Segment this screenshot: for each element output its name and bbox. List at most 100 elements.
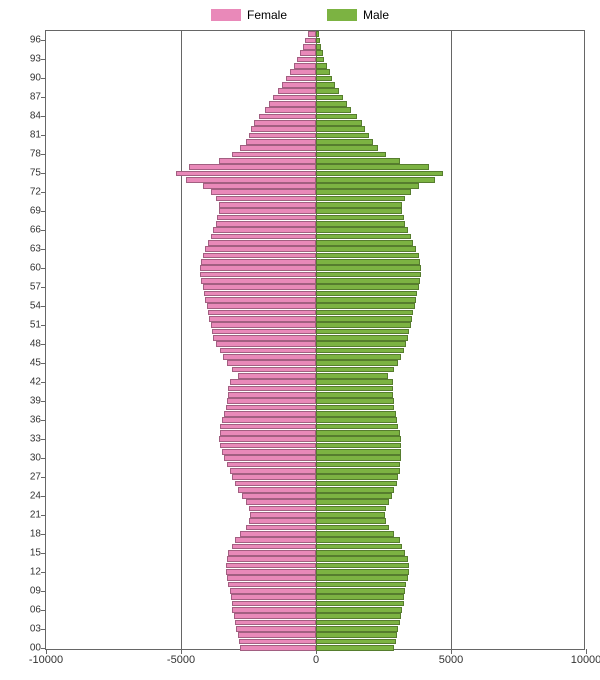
y-tick: [41, 610, 46, 611]
y-tick: [41, 135, 46, 136]
bar-female: [297, 57, 316, 63]
bar-male: [316, 392, 393, 398]
legend-item-female: Female: [211, 8, 287, 22]
bar-male: [316, 436, 401, 442]
bar-male: [316, 550, 405, 556]
y-axis-label: 78: [30, 149, 41, 160]
bar-female: [282, 82, 316, 88]
y-axis-label: 12: [30, 566, 41, 577]
bar-female: [246, 499, 316, 505]
bar-female: [290, 69, 316, 75]
bar-male: [316, 38, 320, 44]
bar-male: [316, 386, 393, 392]
bar-male: [316, 164, 429, 170]
bar-female: [212, 329, 316, 335]
y-tick: [41, 534, 46, 535]
bar-female: [228, 392, 316, 398]
bar-male: [316, 272, 421, 278]
bar-male: [316, 284, 419, 290]
bar-male: [316, 158, 400, 164]
y-axis-label: 72: [30, 187, 41, 198]
bar-female: [238, 487, 316, 493]
bar-male: [316, 50, 323, 56]
y-axis-label: 93: [30, 54, 41, 65]
bar-female: [249, 506, 317, 512]
bar-female: [278, 88, 316, 94]
y-axis-label: 54: [30, 301, 41, 312]
bar-male: [316, 227, 408, 233]
bar-female: [209, 316, 316, 322]
bar-male: [316, 411, 396, 417]
gridline: [181, 31, 182, 649]
x-axis-label: 5000: [439, 654, 463, 666]
y-tick: [41, 78, 46, 79]
x-axis-label: -10000: [29, 654, 63, 666]
bar-female: [211, 189, 316, 195]
bar-male: [316, 582, 406, 588]
bar-male: [316, 152, 386, 158]
bar-male: [316, 481, 397, 487]
bar-female: [230, 468, 316, 474]
y-tick: [41, 40, 46, 41]
bar-female: [231, 594, 316, 600]
bar-female: [227, 360, 316, 366]
bar-male: [316, 360, 398, 366]
y-tick: [41, 496, 46, 497]
bar-male: [316, 88, 339, 94]
bar-female: [222, 449, 317, 455]
bar-female: [240, 531, 316, 537]
bar-male: [316, 82, 335, 88]
bar-female: [236, 626, 316, 632]
bar-female: [300, 50, 316, 56]
y-tick: [41, 173, 46, 174]
bar-male: [316, 405, 394, 411]
bar-female: [223, 354, 316, 360]
bar-male: [316, 563, 409, 569]
x-axis-label: 0: [313, 654, 319, 666]
plot-area: -10000-500005000100000003060912151821242…: [45, 30, 585, 650]
bar-male: [316, 430, 400, 436]
legend-swatch-male: [327, 9, 357, 21]
bar-female: [235, 481, 316, 487]
y-axis-label: 57: [30, 282, 41, 293]
bar-male: [316, 544, 402, 550]
bar-male: [316, 107, 351, 113]
y-axis-label: 30: [30, 453, 41, 464]
bar-female: [232, 601, 316, 607]
y-tick: [41, 268, 46, 269]
y-axis-label: 33: [30, 434, 41, 445]
bar-female: [230, 379, 316, 385]
bar-male: [316, 417, 397, 423]
bar-male: [316, 639, 396, 645]
bar-female: [305, 38, 316, 44]
x-axis-label: 10000: [571, 654, 600, 666]
y-axis-label: 51: [30, 320, 41, 331]
bar-female: [250, 512, 316, 518]
y-tick: [41, 420, 46, 421]
bar-male: [316, 265, 421, 271]
bar-male: [316, 221, 405, 227]
bar-male: [316, 588, 405, 594]
bar-female: [216, 341, 316, 347]
bar-male: [316, 278, 420, 284]
y-tick: [41, 97, 46, 98]
y-axis-label: 42: [30, 377, 41, 388]
y-tick: [41, 439, 46, 440]
bar-female: [220, 443, 316, 449]
bar-female: [216, 196, 316, 202]
bar-male: [316, 133, 369, 139]
x-axis-label: -5000: [167, 654, 195, 666]
bar-female: [176, 171, 316, 177]
bar-male: [316, 512, 385, 518]
y-axis-label: 60: [30, 263, 41, 274]
bar-female: [186, 177, 316, 183]
bar-female: [239, 639, 316, 645]
bar-female: [249, 518, 317, 524]
bar-female: [226, 405, 316, 411]
y-tick: [41, 458, 46, 459]
bar-female: [235, 620, 316, 626]
bar-male: [316, 208, 402, 214]
y-tick: [41, 230, 46, 231]
bar-male: [316, 114, 357, 120]
bar-male: [316, 607, 402, 613]
